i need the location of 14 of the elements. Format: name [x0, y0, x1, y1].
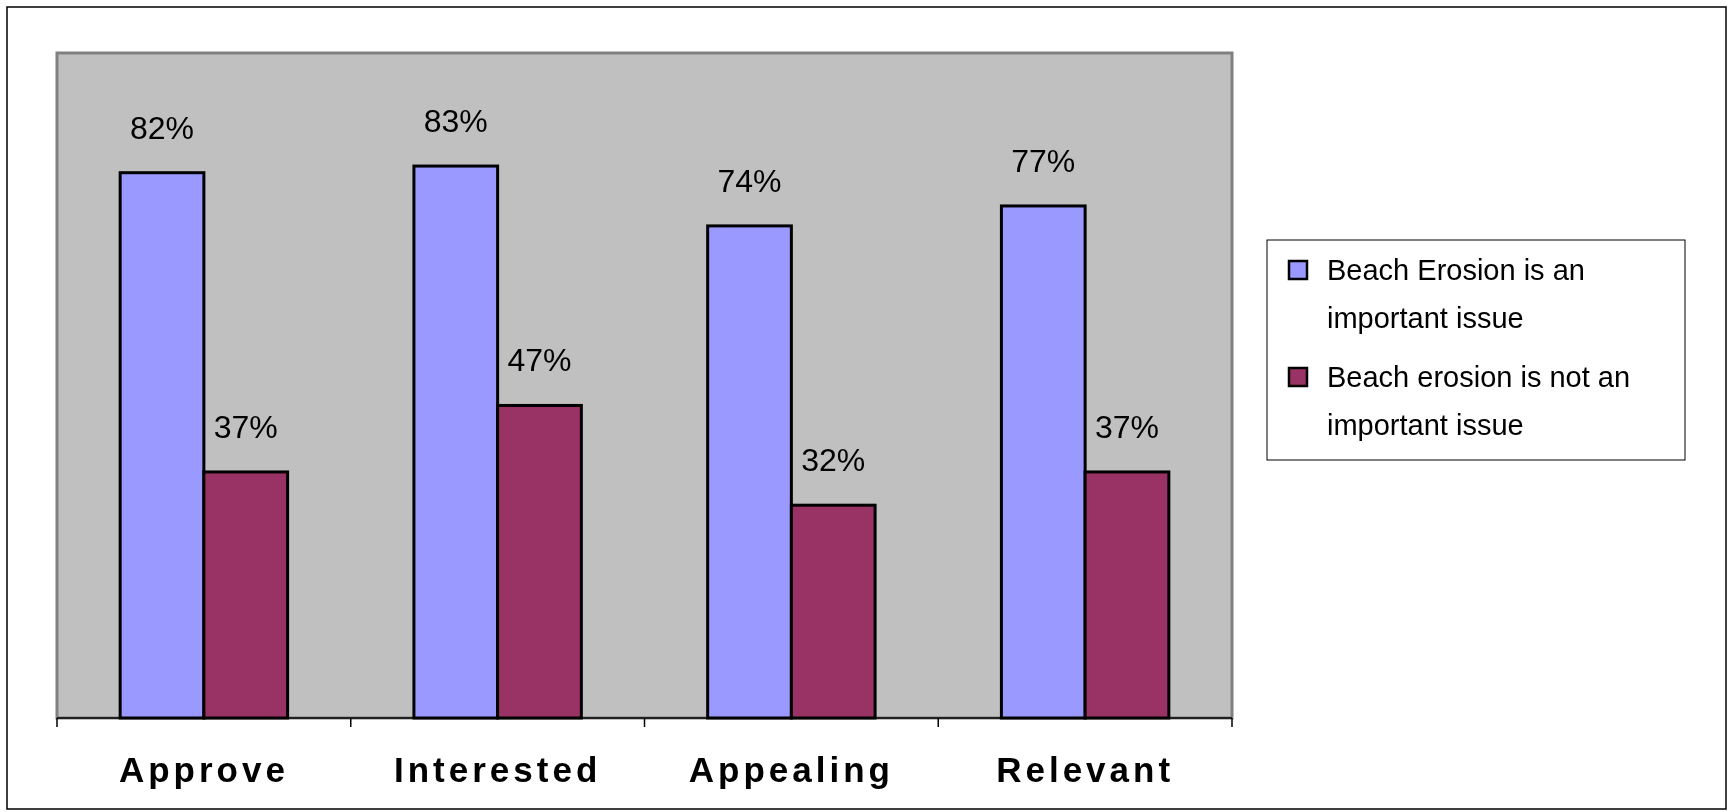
data-label: 77% [1011, 142, 1076, 179]
x-tick-label: Appealing [688, 750, 894, 789]
x-tick-label: Interested [393, 750, 602, 789]
data-label: 37% [213, 408, 278, 445]
legend-label: Beach Erosion is an important issue [1327, 254, 1585, 334]
data-label: 37% [1094, 408, 1160, 445]
x-tick-label: Approve [118, 750, 289, 789]
data-label: 32% [801, 442, 866, 479]
x-tick-label: Relevant [996, 750, 1175, 789]
data-label: 74% [717, 162, 782, 199]
legend-label: Beach erosion is not an important issue [1327, 361, 1631, 441]
data-label: 83% [423, 103, 488, 140]
data-label: 82% [129, 109, 195, 146]
data-label: 47% [507, 342, 572, 379]
